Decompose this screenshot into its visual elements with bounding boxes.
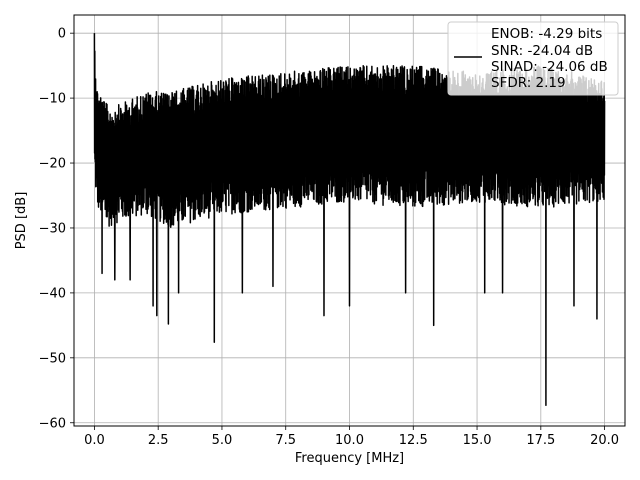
x-tick-label: 15.0	[463, 433, 492, 448]
x-tick-label: 0.0	[84, 433, 105, 448]
y-tick-label: −30	[39, 221, 66, 236]
y-tick-label: −10	[39, 92, 66, 107]
y-tick-label: −50	[39, 351, 66, 366]
x-tick-label: 2.5	[148, 433, 169, 448]
legend-snr: SNR: -24.04 dB	[491, 43, 593, 59]
y-axis-ticks: 0 −10 −20 −30 −40 −50 −60	[39, 27, 74, 431]
legend-enob: ENOB: -4.29 bits	[491, 26, 602, 42]
x-tick-label: 17.5	[526, 433, 555, 448]
x-tick-label: 12.5	[399, 433, 428, 448]
y-tick-label: −60	[39, 416, 66, 431]
x-axis-label: Frequency [MHz]	[295, 451, 404, 466]
x-tick-label: 10.0	[335, 433, 364, 448]
psd-series-line	[93, 33, 606, 406]
x-tick-label: 5.0	[212, 433, 233, 448]
x-tick-label: 20.0	[590, 433, 619, 448]
y-tick-label: −40	[39, 286, 66, 301]
legend-sfdr: SFDR: 2.19	[491, 75, 566, 91]
legend-box	[447, 21, 619, 96]
legend-sinad: SINAD: -24.06 dB	[491, 59, 608, 75]
legend: ENOB: -4.29 bits SNR: -24.04 dB SINAD: -…	[447, 21, 619, 96]
plot-area	[93, 33, 606, 406]
y-tick-label: −20	[39, 157, 66, 172]
y-tick-label: 0	[58, 27, 66, 42]
y-axis-label: PSD [dB]	[14, 192, 29, 250]
x-axis-ticks: 0.0 2.5 5.0 7.5 10.0 12.5 15.0 17.5 20.0	[84, 426, 619, 448]
x-tick-label: 7.5	[275, 433, 296, 448]
